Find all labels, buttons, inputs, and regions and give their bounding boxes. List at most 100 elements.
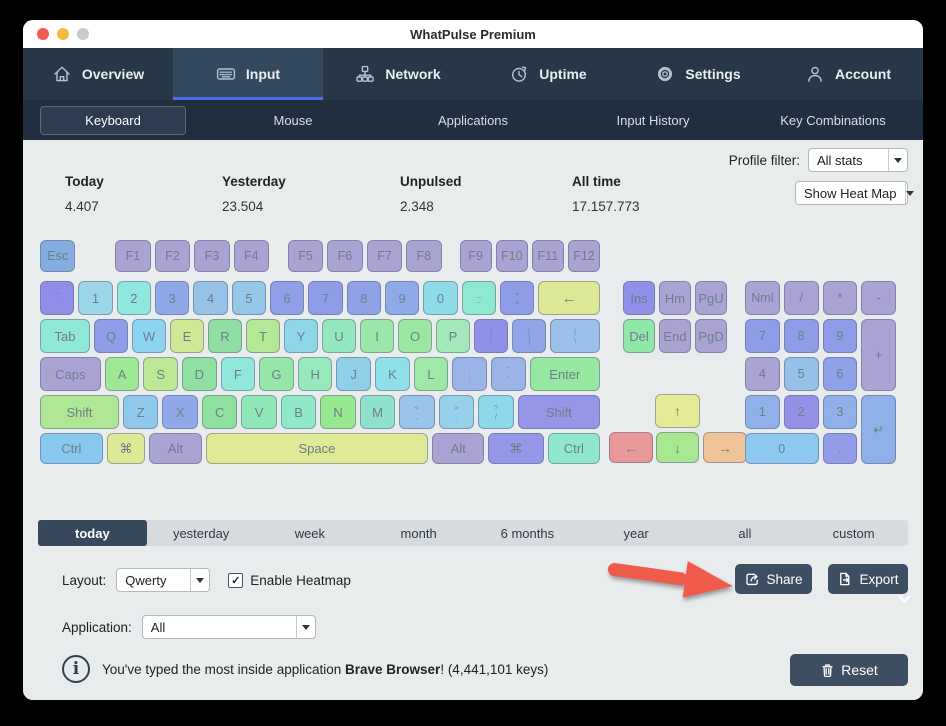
key-enter: Enter — [529, 357, 601, 391]
key-alt: Alt — [432, 433, 485, 464]
subtab-keyboard[interactable]: Keyboard — [23, 105, 203, 135]
key-h: H — [297, 357, 333, 391]
application-label: Application: — [62, 619, 132, 635]
key-n: N — [320, 395, 356, 429]
key--: _ - — [461, 281, 496, 315]
keyboard-main-block: Esc F1 F2 F3 F4 F5 F6 F7 F8 F9 F10 F11 F12 ~ ` 1 2 3 4 5 6 7 8… — [40, 240, 601, 468]
key-←: ← — [538, 281, 601, 315]
close-button[interactable] — [37, 28, 49, 40]
enable-heatmap-label: Enable Heatmap — [250, 572, 351, 588]
subtab-key-combinations[interactable]: Key Combinations — [780, 112, 886, 128]
tab-account[interactable]: Account — [773, 48, 923, 100]
key-w: W — [132, 319, 166, 353]
key-[: {[ — [474, 319, 508, 353]
layout-dropdown[interactable]: Qwerty — [116, 568, 211, 592]
key-end: End — [659, 319, 691, 353]
key-r: R — [208, 319, 242, 353]
key-f8: F8 — [406, 240, 442, 272]
profile-filter-dropdown[interactable]: All stats — [808, 148, 908, 172]
key-t: T — [246, 319, 280, 353]
numpad-key-7: 7 — [745, 319, 780, 353]
stat-all-time: All time 17.157.773 — [572, 174, 640, 214]
key-f7: F7 — [366, 240, 403, 272]
tab-label: Account — [835, 66, 891, 82]
keyboard-numpad: Nml / * - 7 8 9 +4 5 6 1 2 3 ↵ 0. — [745, 281, 896, 464]
key-f12: F12 — [567, 240, 601, 272]
time-range-month[interactable]: month — [400, 525, 437, 541]
key-c: C — [201, 395, 238, 429]
subtab-input-history[interactable]: Input History — [616, 112, 690, 128]
time-range-all[interactable]: all — [738, 525, 752, 541]
key-f10: F10 — [495, 240, 528, 272]
tab-overview[interactable]: Overview — [23, 48, 173, 100]
time-range-week[interactable]: week — [294, 525, 326, 541]
key-8: 8 — [346, 281, 381, 315]
key-f1: F1 — [115, 240, 151, 272]
key-b: B — [280, 395, 317, 429]
key-arrow-up: ↑ — [655, 394, 700, 428]
share-icon — [746, 573, 759, 586]
key-\: | \ — [550, 319, 600, 353]
heatmap-mode-dropdown[interactable]: Show Heat Map — [795, 181, 908, 205]
key-o: O — [398, 319, 432, 353]
key-e: E — [170, 319, 204, 353]
key-1: 1 — [78, 281, 113, 315]
share-button[interactable]: Share — [735, 564, 812, 594]
key-ctrl: Ctrl — [547, 433, 600, 464]
key-a: A — [104, 357, 140, 391]
time-range-yesterday[interactable]: yesterday — [172, 525, 230, 541]
gear-icon — [658, 66, 673, 82]
numpad-key-↵: ↵ — [861, 395, 896, 464]
key-caps: Caps — [40, 357, 101, 391]
key-s: S — [143, 357, 178, 391]
key-4: 4 — [193, 281, 228, 315]
key-l: L — [413, 357, 449, 391]
sub-nav: Keyboard Mouse Applications Input History Ke… — [23, 100, 923, 140]
stat-yesterday: Yesterday 23.504 — [222, 174, 286, 214]
tab-settings[interactable]: Settings — [623, 48, 773, 100]
home-icon — [54, 66, 70, 82]
tab-label: Input — [245, 66, 281, 82]
application-dropdown[interactable]: All — [141, 615, 316, 639]
key-esc: Esc — [40, 240, 76, 272]
key-/: ? / — [478, 395, 514, 429]
time-range-bar: today yesterday week month 6 months year all cu… — [38, 520, 908, 546]
key-⌘: ⌘ — [106, 433, 146, 464]
key-f: F — [220, 357, 256, 391]
reset-button[interactable]: Reset — [790, 654, 908, 686]
chevron-down-icon — [190, 569, 209, 591]
numpad-key-9: 9 — [822, 319, 858, 353]
time-range-today[interactable]: today — [38, 520, 147, 546]
key-3: 3 — [154, 281, 190, 315]
tab-label: Uptime — [539, 66, 587, 82]
key-y: Y — [284, 319, 318, 353]
enable-heatmap-checkbox[interactable]: ✓ — [228, 572, 244, 588]
zoom-button[interactable] — [77, 28, 89, 40]
key-2: 2 — [116, 281, 151, 315]
time-range-custom[interactable]: custom — [832, 525, 875, 541]
time-range-year[interactable]: year — [623, 525, 649, 541]
filter-controls: Profile filter: All stats Show Heat Map — [729, 148, 908, 214]
key-,: <, — [399, 395, 435, 429]
tab-input[interactable]: Input — [173, 48, 323, 100]
numpad-key-6: 6 — [822, 357, 858, 391]
subtab-mouse[interactable]: Mouse — [273, 112, 313, 128]
chevron-down-icon — [904, 182, 914, 204]
key-ctrl: Ctrl — [40, 433, 103, 464]
export-icon — [840, 572, 850, 586]
minimize-button[interactable] — [57, 28, 69, 40]
tab-uptime[interactable]: Uptime — [473, 48, 623, 100]
key-f3: F3 — [194, 240, 230, 272]
tab-label: Network — [385, 66, 441, 82]
key-⌘: ⌘ — [488, 433, 544, 464]
top-application: Brave Browser — [345, 661, 441, 677]
time-range-6-months[interactable]: 6 months — [500, 525, 555, 541]
key-6: 6 — [269, 281, 305, 315]
tab-network[interactable]: Network — [323, 48, 473, 100]
key-del: Del — [623, 319, 655, 353]
subtab-applications[interactable]: Applications — [437, 112, 509, 128]
export-button[interactable]: Export — [828, 564, 911, 603]
numpad-key-3: 3 — [822, 395, 858, 429]
main-nav: Overview Input Network Uptime Settings Accoun… — [23, 48, 923, 100]
numpad-key-+: + — [861, 319, 896, 391]
